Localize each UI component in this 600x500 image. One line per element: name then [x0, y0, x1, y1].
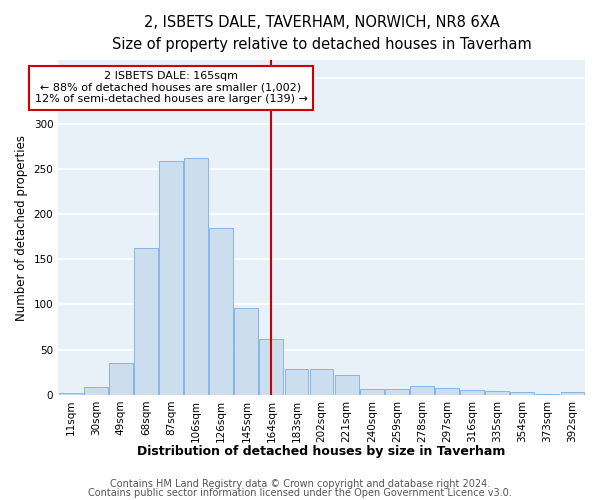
Y-axis label: Number of detached properties: Number of detached properties: [15, 134, 28, 320]
Bar: [209, 228, 233, 394]
X-axis label: Distribution of detached houses by size in Taverham: Distribution of detached houses by size …: [137, 444, 506, 458]
Bar: [310, 368, 334, 394]
Bar: [84, 386, 108, 394]
Bar: [284, 368, 308, 394]
Bar: [134, 248, 158, 394]
Bar: [259, 338, 283, 394]
Bar: [59, 393, 83, 394]
Bar: [485, 391, 509, 394]
Bar: [560, 392, 584, 394]
Text: Contains HM Land Registry data © Crown copyright and database right 2024.: Contains HM Land Registry data © Crown c…: [110, 479, 490, 489]
Bar: [109, 363, 133, 394]
Text: Contains public sector information licensed under the Open Government Licence v3: Contains public sector information licen…: [88, 488, 512, 498]
Text: 2 ISBETS DALE: 165sqm
← 88% of detached houses are smaller (1,002)
12% of semi-d: 2 ISBETS DALE: 165sqm ← 88% of detached …: [35, 71, 307, 104]
Bar: [460, 390, 484, 394]
Bar: [335, 375, 359, 394]
Bar: [410, 386, 434, 394]
Bar: [435, 388, 459, 394]
Bar: [360, 390, 383, 394]
Title: 2, ISBETS DALE, TAVERHAM, NORWICH, NR8 6XA
Size of property relative to detached: 2, ISBETS DALE, TAVERHAM, NORWICH, NR8 6…: [112, 15, 532, 52]
Bar: [184, 158, 208, 394]
Bar: [235, 308, 258, 394]
Bar: [385, 390, 409, 394]
Bar: [159, 160, 183, 394]
Bar: [511, 392, 534, 394]
